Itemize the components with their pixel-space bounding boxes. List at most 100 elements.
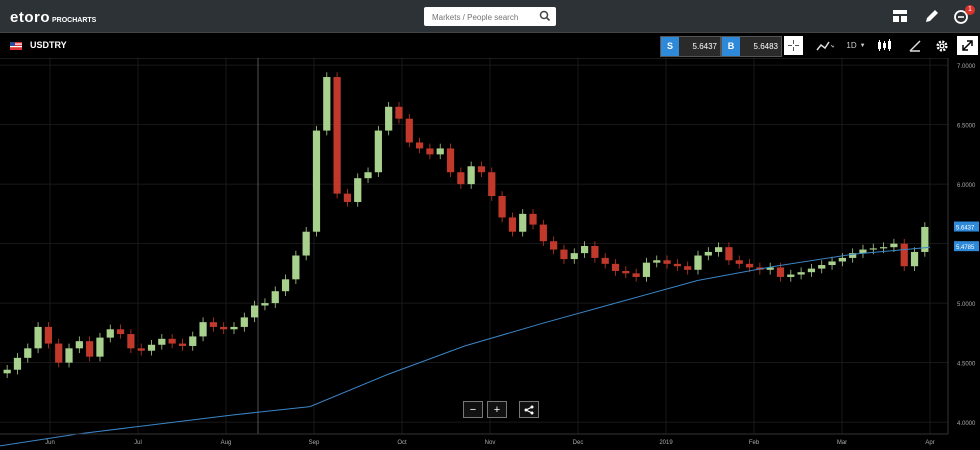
candle-body [642, 262, 651, 277]
candle-body [230, 326, 238, 330]
candle-body [209, 322, 217, 327]
candle-body [735, 260, 743, 264]
x-tick-label: Sep [309, 440, 320, 446]
fullscreen-button[interactable] [957, 36, 978, 55]
candle-body [467, 166, 475, 185]
x-tick-label: Aug [221, 440, 232, 446]
candle-body [75, 341, 83, 349]
notification-badge[interactable]: 1 [965, 5, 975, 15]
candle-body [271, 291, 279, 304]
top-bar: etoro PROCHARTS 1 [0, 0, 980, 33]
candle-body [147, 344, 156, 351]
candles-layer [3, 72, 929, 379]
profile-icon[interactable] [952, 6, 972, 26]
candle-body [281, 279, 290, 292]
last-price-label: 5.6437 [956, 226, 975, 232]
x-tick-label: Oct [397, 440, 407, 446]
x-tick-label: Apr [925, 440, 934, 446]
candle-body [838, 257, 846, 262]
candle-body [116, 329, 125, 335]
last-price-label-bg [954, 221, 979, 232]
candle-body [178, 343, 187, 346]
candle-body [818, 265, 826, 269]
y-tick-label: 4.5000 [957, 362, 976, 368]
candle-body [580, 246, 589, 254]
candle-body [436, 148, 444, 155]
candle-body [745, 263, 754, 268]
candle-body [519, 213, 527, 232]
chart-line-icon [816, 41, 834, 50]
expand-icon [962, 40, 973, 51]
timeframe-dropdown[interactable]: 1D ▼ [844, 36, 868, 55]
candle-body [715, 247, 723, 252]
candle-body [364, 172, 372, 179]
settings-button[interactable] [932, 36, 951, 55]
etoro-logo[interactable]: etoro PROCHARTS [10, 6, 96, 26]
price-labels: 5.6437 5.4785 [954, 221, 979, 252]
candle-body [354, 178, 362, 202]
candle-body [96, 337, 104, 357]
candle-body [766, 267, 774, 270]
candle-body [694, 255, 702, 270]
candle-body [106, 329, 114, 338]
zoom-out-button[interactable]: − [463, 401, 483, 418]
candle-body [498, 196, 506, 218]
candle-body [395, 106, 403, 119]
candle-body [828, 261, 836, 266]
candle-body [890, 243, 898, 248]
crosshair-icon [788, 40, 799, 51]
candle-body [653, 260, 661, 263]
moving-average-line [0, 246, 931, 447]
candle-body [611, 263, 620, 271]
x-tick-label: Nov [485, 440, 496, 446]
symbol-bar: USDTRY S 5.6437 B 5.6483 1D ▼ [0, 33, 980, 59]
chart-type-button[interactable] [872, 36, 898, 55]
candle-body [622, 270, 630, 274]
candle-body [859, 249, 867, 254]
draw-tool-icon [908, 40, 921, 52]
candle-body [529, 213, 537, 225]
price-chart[interactable]: 7.00006.50006.00005.50005.00004.50004.00… [0, 58, 980, 450]
layout-icon[interactable] [890, 6, 910, 26]
candle-body [704, 251, 712, 256]
candle-body [292, 255, 300, 280]
search-icon[interactable] [538, 9, 552, 23]
candle-body [34, 326, 42, 349]
candle-body [477, 166, 486, 173]
candle-body [849, 253, 857, 258]
candle-body [508, 217, 517, 232]
sell-tag: S [661, 37, 679, 56]
sell-price-box[interactable]: S 5.6437 [660, 36, 721, 57]
timeframe-label: 1D [846, 41, 857, 50]
logo-text: etoro [10, 9, 50, 26]
candle-body [3, 369, 11, 374]
x-tick-label: Dec [573, 440, 584, 446]
x-tick-label: Jun [45, 440, 55, 446]
symbol-name[interactable]: USDTRY [30, 40, 67, 50]
zoom-in-button[interactable]: + [487, 401, 507, 418]
candle-body [446, 148, 455, 173]
search-input[interactable] [430, 8, 534, 27]
candle-body [550, 241, 558, 250]
candle-body [807, 268, 816, 273]
candle-body [405, 118, 413, 143]
candle-body [560, 249, 568, 260]
candle-body [302, 231, 310, 256]
search-box[interactable] [424, 7, 556, 27]
buy-price-box[interactable]: B 5.6483 [721, 36, 782, 57]
sell-price: 5.6437 [679, 37, 720, 56]
share-button[interactable] [519, 401, 539, 418]
indicators-button[interactable] [812, 36, 838, 55]
candle-body [488, 172, 496, 197]
y-tick-label: 6.0000 [957, 183, 976, 189]
logo-subtitle: PROCHARTS [52, 17, 97, 24]
candle-body [415, 142, 424, 149]
chevron-down-icon: ▼ [859, 42, 866, 49]
candle-body [910, 251, 919, 267]
candle-body [385, 106, 393, 131]
pencil-icon[interactable] [922, 6, 942, 26]
candle-body [725, 247, 733, 261]
drawing-tools-button[interactable] [905, 36, 924, 55]
x-tick-label: 2019 [659, 440, 673, 446]
crosshair-button[interactable] [784, 36, 803, 55]
